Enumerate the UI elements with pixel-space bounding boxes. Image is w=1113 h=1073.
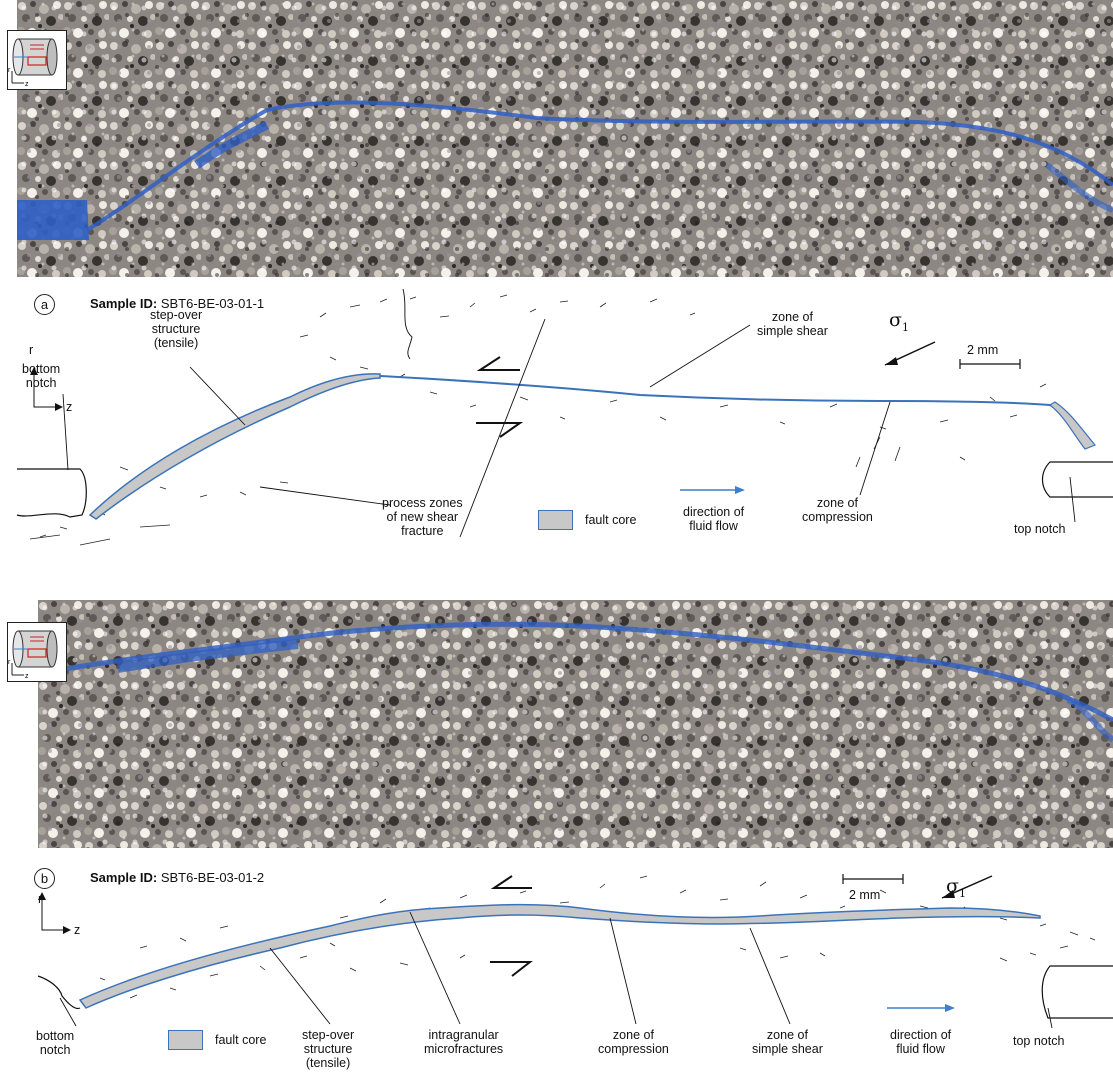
label-direction-a-1: direction of [683, 505, 745, 519]
label-simple-shear-a-1: zone of [771, 310, 813, 324]
panel-label-a: a [34, 294, 55, 315]
panel-b: r z [0, 600, 1113, 1073]
legend-swatch-fault-core-b [168, 1030, 203, 1050]
microfractures-b [99, 875, 1096, 999]
svg-text:r: r [8, 659, 11, 666]
label-zone-simple-shear-a: zone of simple shear [757, 310, 828, 338]
fault-sketch-b [37, 874, 1113, 1029]
legend-swatch-fault-core-a [538, 510, 573, 530]
thin-section-photo-b [38, 600, 1113, 848]
label-direction-flow-a: direction of fluid flow [683, 505, 744, 533]
panel-label-b: b [34, 868, 55, 889]
axis-z-a: z [66, 400, 73, 414]
label-simple-shear-b-1: zone of [766, 1028, 808, 1042]
label-zone-simple-shear-b: zone of simple shear [752, 1028, 823, 1056]
sample-id-b: Sample ID: SBT6-BE-03-01-2 [90, 870, 264, 885]
label-intragranular-b-1: intragranular [428, 1028, 499, 1042]
label-step-over-b: step-over structure (tensile) [302, 1028, 354, 1070]
svg-text:r: r [8, 67, 11, 74]
sample-id-label-a: Sample ID: [90, 296, 158, 311]
scale-bar-label-a: 2 mm [967, 343, 999, 357]
scale-bar-label-b: 2 mm [849, 888, 881, 902]
label-simple-shear-b-2: simple shear [752, 1042, 823, 1056]
sample-orientation-inset-a: r z [7, 30, 67, 90]
label-zone-compression-b: zone of compression [598, 1028, 669, 1056]
label-top-notch-b: top notch [1013, 1034, 1065, 1048]
sigma1-label-a: σ1 [889, 309, 909, 334]
label-step-over-b-1: step-over [302, 1028, 355, 1042]
label-compression-a-1: zone of [816, 496, 858, 510]
legend-label-fault-core-b: fault core [215, 1033, 267, 1047]
top-notch-outline-a [1041, 461, 1113, 498]
sample-id-a: Sample ID: SBT6-BE-03-01-1 [90, 296, 264, 311]
label-step-over-a: step-over structure (tensile) [150, 308, 202, 350]
sigma1-label-b: σ1 [946, 875, 966, 900]
label-direction-b-1: direction of [890, 1028, 952, 1042]
label-step-over-a-3: (tensile) [153, 336, 199, 350]
fault-sketch-a [16, 288, 1113, 546]
label-bottom-notch-a: bottom notch [22, 362, 60, 390]
thin-section-photo-a [17, 0, 1113, 277]
legend-label-fault-core-a: fault core [585, 513, 637, 527]
sigma-subscript-b: 1 [958, 886, 966, 900]
label-step-over-b-2: structure [303, 1042, 353, 1056]
fault-core-shape-a [88, 373, 381, 520]
label-compression-a-2: compression [802, 510, 873, 524]
label-zone-compression-a: zone of compression [802, 496, 873, 524]
label-intragranular-b-2: microfractures [424, 1042, 504, 1056]
label-direction-flow-b: direction of fluid flow [890, 1028, 951, 1056]
label-process-zones-a: process zones of new shear fracture [382, 496, 463, 538]
thin-section-image-b [38, 600, 1113, 848]
label-step-over-a-2: structure [151, 322, 201, 336]
sigma-symbol-b: σ [946, 875, 959, 897]
sigma-symbol-a: σ [889, 309, 902, 331]
label-compression-b-2: compression [598, 1042, 669, 1056]
label-process-a-2: of new shear [386, 510, 459, 524]
bottom-notch-outline-b [37, 975, 81, 1010]
label-bottom-notch-a-1: bottom [22, 362, 61, 376]
label-bottom-notch-b-1: bottom [36, 1029, 75, 1043]
label-simple-shear-a-2: simple shear [757, 324, 828, 338]
svg-text:z: z [25, 673, 29, 680]
fault-core-shape-b [78, 903, 1041, 1009]
sigma-subscript-a: 1 [901, 320, 909, 334]
label-intragranular-b: intragranular microfractures [424, 1028, 503, 1056]
label-bottom-notch-b: bottom notch [36, 1029, 74, 1057]
svg-text:z: z [25, 81, 29, 88]
axis-r-a: r [29, 343, 34, 357]
label-direction-a-2: fluid flow [689, 519, 738, 533]
sample-id-value-a: SBT6-BE-03-01-1 [160, 296, 265, 311]
label-step-over-b-3: (tensile) [305, 1056, 351, 1070]
label-bottom-notch-b-2: notch [39, 1043, 71, 1057]
label-direction-b-2: fluid flow [896, 1042, 945, 1056]
bottom-notch-outline-a [16, 468, 87, 518]
sample-id-value-b: SBT6-BE-03-01-2 [160, 870, 265, 885]
sample-id-label-b: Sample ID: [90, 870, 158, 885]
axis-z-b: z [74, 923, 81, 937]
top-notch-outline-b [1041, 965, 1113, 1019]
axis-r-b: r [38, 892, 43, 906]
label-process-a-3: fracture [401, 524, 444, 538]
label-process-a-1: process zones [382, 496, 463, 510]
label-step-over-a-1: step-over [150, 308, 203, 322]
thin-section-image-a [17, 0, 1113, 277]
label-top-notch-a: top notch [1014, 522, 1066, 536]
sample-orientation-inset-b: r z [7, 622, 67, 682]
label-compression-b-1: zone of [612, 1028, 654, 1042]
label-bottom-notch-a-2: notch [25, 376, 57, 390]
panel-a: r z [7, 0, 1113, 546]
